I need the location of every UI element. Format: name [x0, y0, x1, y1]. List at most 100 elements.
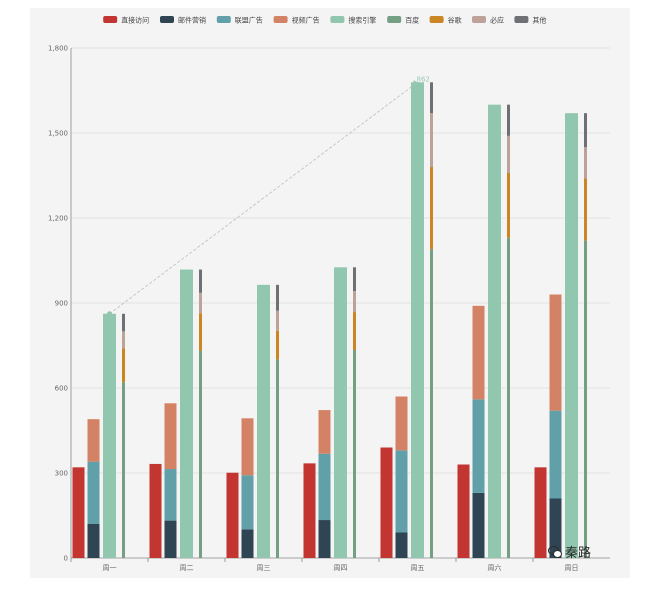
legend-label: 百度: [405, 16, 419, 25]
bar-segment: [226, 472, 239, 558]
bar-segment: [488, 104, 501, 559]
bar-segment: [122, 382, 125, 558]
legend-swatch: [216, 16, 231, 23]
bar-segment: [411, 82, 424, 559]
bar-segment: [549, 498, 562, 558]
bar-segment: [241, 418, 254, 476]
bar-segment: [507, 104, 510, 136]
bar-segment: [122, 313, 125, 332]
bar-segment: [584, 178, 587, 241]
legend-label: 联盟广告: [235, 16, 263, 25]
bar-segment: [549, 294, 562, 411]
legend-label: 搜索引擎: [348, 16, 376, 25]
watermark-text: 秦路: [565, 546, 592, 561]
bar-segment: [164, 520, 177, 558]
y-tick-label: 300: [55, 470, 68, 478]
bar-segment: [353, 267, 356, 292]
bar-segment: [507, 237, 510, 559]
y-tick-label: 900: [55, 300, 68, 308]
x-tick-label: 周三: [257, 564, 271, 572]
x-tick-label: 周五: [411, 564, 425, 572]
bar-segment: [149, 463, 162, 558]
x-tick-label: 周四: [334, 564, 348, 572]
y-tick-label: 1,200: [48, 215, 68, 223]
mark-line-label: 862: [417, 75, 430, 83]
legend-swatch: [330, 16, 345, 23]
bar-segment: [549, 410, 562, 499]
x-tick-label: 周二: [180, 564, 194, 572]
bar-segment: [565, 113, 578, 559]
mark-line-arrow: [413, 80, 418, 85]
bar-segment: [199, 313, 202, 351]
bar-segment: [430, 167, 433, 250]
chart-container: 0 300 600 900 1,200 1,500 1,800 周一 周二 周三 周四 周五 周六 周日 8…: [30, 8, 630, 578]
bar-segment: [430, 113, 433, 167]
bar-segment: [87, 461, 100, 524]
legend-swatch: [387, 16, 402, 23]
bar-segment: [507, 135, 510, 173]
bar-segment: [395, 450, 408, 533]
bar-segment: [103, 313, 116, 558]
bar-segment: [257, 284, 270, 558]
bar-segment: [164, 469, 177, 521]
bar-segment: [507, 172, 510, 238]
legend-label: 必应: [490, 16, 504, 25]
bar-segment: [72, 467, 85, 558]
bar-segment: [584, 240, 587, 558]
bar-segment: [584, 113, 587, 148]
bar-segment: [318, 520, 331, 558]
bar-segment: [318, 453, 331, 521]
bar-segment: [199, 292, 202, 314]
legend-swatch: [514, 16, 529, 23]
bar-segment: [534, 467, 547, 558]
legend-swatch: [103, 16, 118, 23]
bar-segment: [353, 350, 356, 558]
bar-segment: [353, 312, 356, 351]
mark-line-start-symbol: [107, 311, 112, 317]
y-tick-label: 1,500: [48, 130, 68, 138]
bar-segment: [303, 463, 316, 558]
bar-segment: [241, 475, 254, 530]
legend-swatch: [472, 16, 486, 23]
watermark: 秦路: [548, 542, 591, 561]
bar-segment: [380, 447, 393, 558]
x-tick-label: 周日: [565, 564, 579, 572]
legend-label: 谷歌: [448, 16, 462, 25]
bar-segment: [276, 310, 279, 331]
legend-label: 直接访问: [121, 16, 149, 25]
bar-segment: [430, 249, 433, 558]
bar-segment: [334, 267, 347, 558]
legend-label: 邮件营销: [178, 16, 206, 25]
bar-segment: [122, 348, 125, 383]
bar-segment: [430, 82, 433, 114]
bar-segment: [241, 529, 254, 558]
bar-segment: [395, 396, 408, 451]
bar-segment: [584, 147, 587, 179]
bar-segment: [276, 330, 279, 360]
bar-segment: [457, 464, 470, 558]
y-tick-label: 600: [55, 385, 68, 393]
y-tick-label: 1,800: [48, 45, 68, 53]
bar-segment: [87, 524, 100, 558]
bar-segment: [353, 291, 356, 313]
bar-segment: [472, 399, 485, 493]
bar-segment: [318, 410, 331, 454]
legend-label: 其他: [532, 16, 546, 25]
wechat-icon: [548, 546, 562, 558]
bar-segment: [164, 403, 177, 470]
bar-segment: [395, 532, 408, 558]
legend-swatch: [273, 16, 288, 23]
legend-swatch: [160, 16, 174, 23]
y-tick-label: 0: [64, 555, 68, 563]
bar-segment: [199, 269, 202, 293]
bar-segment: [122, 331, 125, 349]
bar-segment: [199, 350, 202, 558]
x-tick-label: 周一: [103, 564, 117, 572]
legend-label: 视频广告: [292, 16, 320, 25]
bar-segment: [276, 284, 279, 311]
stacked-bar-chart: 0 300 600 900 1,200 1,500 1,800 周一 周二 周三 周四 周五 周六 周日 8…: [48, 16, 610, 572]
bar-segment: [472, 492, 485, 558]
bar-segment: [276, 359, 279, 558]
bar-segment: [180, 269, 193, 558]
x-tick-label: 周六: [488, 563, 502, 572]
